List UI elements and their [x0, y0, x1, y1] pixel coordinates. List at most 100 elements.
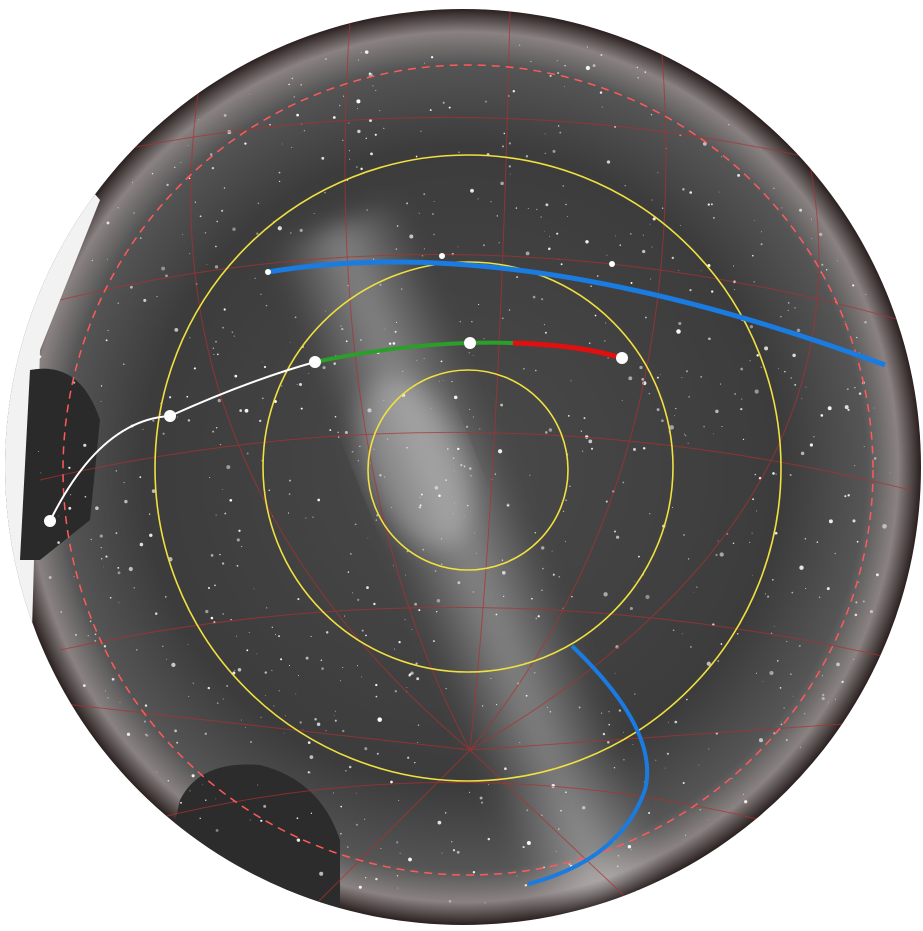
- star: [244, 408, 249, 413]
- star: [672, 629, 675, 632]
- star: [504, 767, 507, 770]
- star: [222, 613, 225, 615]
- star: [451, 381, 453, 383]
- star: [341, 328, 344, 331]
- star: [278, 180, 281, 183]
- star: [405, 574, 407, 576]
- star: [174, 166, 176, 168]
- star: [68, 506, 72, 510]
- star: [875, 573, 879, 577]
- star: [794, 383, 797, 386]
- star: [325, 631, 329, 634]
- star: [117, 207, 119, 209]
- star: [139, 542, 144, 547]
- star: [186, 395, 189, 398]
- star: [684, 434, 687, 437]
- star: [60, 611, 63, 613]
- star: [420, 493, 423, 496]
- star: [278, 690, 280, 692]
- star: [319, 871, 324, 876]
- star: [143, 298, 147, 302]
- star: [344, 430, 348, 435]
- star: [236, 564, 239, 567]
- star: [390, 780, 393, 784]
- star: [787, 302, 790, 304]
- star: [454, 502, 455, 504]
- star: [457, 581, 461, 585]
- star: [580, 430, 583, 432]
- star: [358, 885, 362, 889]
- star: [837, 260, 838, 262]
- star: [603, 592, 608, 597]
- star: [456, 850, 460, 854]
- star: [260, 293, 262, 296]
- star: [91, 259, 93, 262]
- star: [374, 133, 377, 136]
- star: [804, 538, 807, 540]
- star: [656, 376, 659, 379]
- star: [280, 385, 283, 387]
- star: [324, 191, 326, 194]
- star: [338, 436, 340, 438]
- star: [737, 173, 741, 177]
- star: [313, 212, 315, 215]
- star: [717, 660, 720, 662]
- star: [474, 532, 476, 534]
- star: [257, 202, 260, 205]
- star: [348, 765, 352, 769]
- star: [332, 792, 334, 794]
- star: [90, 538, 92, 540]
- star: [787, 309, 789, 311]
- star: [131, 181, 133, 183]
- star: [144, 733, 147, 736]
- star: [551, 550, 553, 552]
- star: [199, 215, 202, 218]
- star: [532, 295, 536, 299]
- star: [325, 310, 327, 312]
- star: [811, 238, 813, 239]
- star: [706, 661, 711, 666]
- star: [672, 507, 673, 508]
- star: [637, 77, 639, 79]
- star: [687, 442, 689, 444]
- star: [549, 74, 552, 78]
- star: [564, 791, 567, 794]
- star: [629, 233, 632, 235]
- star: [805, 386, 807, 388]
- star: [388, 342, 392, 345]
- star: [636, 66, 639, 69]
- star: [152, 419, 155, 422]
- star: [818, 596, 821, 599]
- star: [212, 347, 214, 349]
- star: [377, 717, 382, 722]
- star: [607, 741, 610, 744]
- star: [296, 383, 298, 385]
- star: [351, 450, 354, 453]
- star: [700, 270, 702, 272]
- star: [484, 902, 486, 904]
- star: [75, 634, 77, 636]
- star: [541, 546, 545, 550]
- star: [501, 570, 506, 575]
- star: [627, 845, 632, 849]
- star: [406, 447, 408, 449]
- star: [177, 416, 179, 418]
- star: [516, 276, 519, 279]
- star: [622, 481, 625, 484]
- star: [502, 145, 504, 148]
- star: [199, 817, 201, 819]
- star: [356, 166, 358, 168]
- star: [614, 672, 616, 674]
- star: [682, 781, 685, 785]
- star: [414, 761, 416, 764]
- star: [296, 838, 300, 842]
- star: [827, 406, 832, 411]
- star: [287, 512, 290, 514]
- star: [437, 820, 442, 825]
- star: [711, 290, 714, 293]
- star: [666, 752, 669, 755]
- star: [303, 130, 305, 132]
- star: [379, 283, 382, 286]
- star: [416, 677, 420, 681]
- star: [592, 64, 596, 68]
